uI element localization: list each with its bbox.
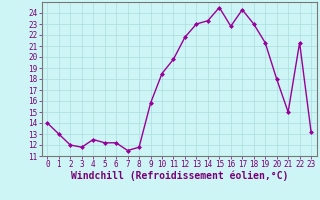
X-axis label: Windchill (Refroidissement éolien,°C): Windchill (Refroidissement éolien,°C): [70, 171, 288, 181]
